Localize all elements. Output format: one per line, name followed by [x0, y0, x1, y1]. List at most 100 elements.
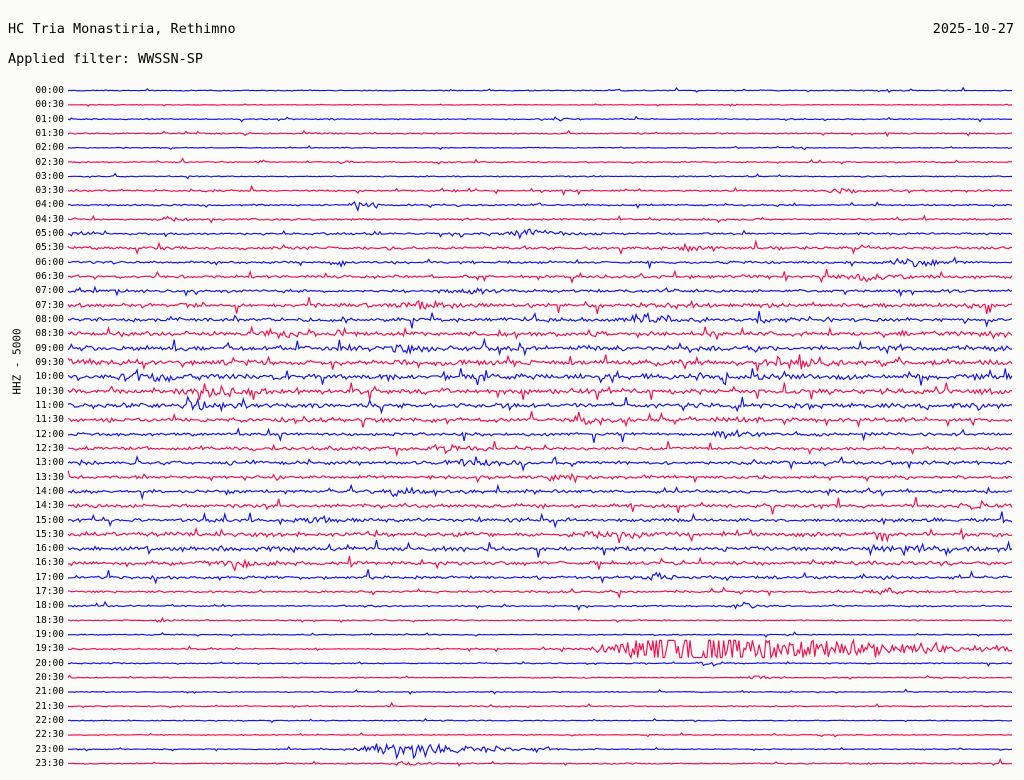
time-tick-label: 21:00 [35, 686, 64, 698]
time-tick-label: 20:30 [35, 672, 64, 684]
trace-row [67, 717, 1013, 724]
trace-line [67, 717, 1013, 724]
time-tick-label: 14:00 [35, 485, 64, 497]
trace-row [67, 688, 1013, 695]
trace-line [67, 256, 1013, 270]
trace-row [67, 600, 1013, 612]
trace-row [67, 742, 1013, 760]
trace-row [67, 129, 1013, 138]
time-tick-label: 03:00 [35, 170, 64, 182]
time-tick-label: 01:30 [35, 127, 64, 139]
trace-line [67, 586, 1013, 600]
trace-line [67, 325, 1013, 341]
trace-line [67, 540, 1013, 558]
trace-line [67, 661, 1013, 667]
time-tick-label: 11:30 [35, 414, 64, 426]
trace-line [67, 688, 1013, 695]
trace-line [67, 511, 1013, 529]
time-tick-label: 13:00 [35, 457, 64, 469]
time-tick-label: 08:30 [35, 328, 64, 340]
page-title: HC Tria Monastiria, Rethimno [8, 21, 236, 37]
trace-line [67, 395, 1013, 415]
trace-row [67, 470, 1013, 484]
trace-line [67, 103, 1012, 107]
record-date: 2025-10-27 [932, 21, 1014, 37]
trace-line [67, 269, 1013, 284]
time-tick-label: 04:30 [35, 213, 64, 225]
time-tick-label: 10:30 [35, 385, 64, 397]
trace-row [67, 497, 1013, 515]
time-tick-label: 05:30 [35, 242, 64, 254]
time-axis: 00:00 00:30 01:00 01:30 02:00 02:30 03:00 03:30… [0, 80, 66, 780]
time-tick-label: 16:00 [35, 543, 64, 555]
trace-line [67, 631, 1013, 638]
trace-row [67, 325, 1013, 341]
trace-row [67, 285, 1013, 298]
trace-line [67, 600, 1013, 612]
trace-line [67, 411, 1013, 429]
time-tick-label: 09:30 [35, 356, 64, 368]
trace-line [67, 382, 1013, 400]
trace-row [67, 555, 1013, 572]
trace-line [67, 368, 1013, 386]
trace-line [67, 497, 1013, 515]
time-tick-label: 03:30 [35, 185, 64, 197]
trace-row [67, 382, 1013, 400]
time-tick-label: 12:00 [35, 428, 64, 440]
trace-row [67, 214, 1013, 224]
trace-row [67, 483, 1013, 501]
time-tick-label: 12:30 [35, 442, 64, 454]
time-tick-label: 19:00 [35, 629, 64, 641]
trace-row [67, 540, 1013, 558]
time-tick-label: 13:30 [35, 471, 64, 483]
time-tick-label: 06:00 [35, 256, 64, 268]
time-tick-label: 16:30 [35, 557, 64, 569]
trace-row [67, 616, 1013, 624]
trace-line [67, 201, 1013, 212]
time-tick-label: 08:00 [35, 314, 64, 326]
trace-line [67, 172, 1013, 180]
time-tick-label: 17:00 [35, 571, 64, 583]
trace-line [67, 555, 1013, 572]
trace-line [67, 86, 1013, 93]
trace-row [67, 269, 1013, 284]
trace-line [67, 157, 1013, 165]
trace-line [67, 616, 1013, 624]
trace-line [67, 701, 1013, 709]
trace-line [67, 441, 1013, 458]
trace-row [67, 586, 1013, 600]
time-tick-label: 05:00 [35, 228, 64, 240]
trace-line [67, 427, 1013, 443]
trace-row [67, 201, 1013, 212]
trace-row [67, 354, 1013, 372]
trace-line [67, 674, 1013, 680]
trace-line [67, 115, 1013, 123]
time-tick-label: 00:00 [35, 84, 64, 96]
trace-row [67, 526, 1013, 544]
trace-line [67, 732, 1013, 738]
trace-row [67, 228, 1013, 240]
trace-row [67, 638, 1013, 660]
trace-line [67, 145, 1013, 151]
time-tick-label: 15:30 [35, 528, 64, 540]
time-tick-label: 17:30 [35, 586, 64, 598]
trace-line [67, 285, 1013, 298]
trace-line [67, 470, 1013, 484]
time-tick-label: 11:00 [35, 399, 64, 411]
time-tick-label: 22:30 [35, 729, 64, 741]
trace-line [67, 526, 1013, 544]
trace-row [67, 239, 1013, 256]
time-tick-label: 20:00 [35, 657, 64, 669]
trace-line [67, 214, 1013, 224]
trace-line [67, 337, 1013, 357]
time-tick-label: 21:30 [35, 700, 64, 712]
trace-row [67, 310, 1013, 329]
time-tick-label: 18:00 [35, 600, 64, 612]
trace-row [67, 701, 1013, 709]
time-tick-label: 22:00 [35, 714, 64, 726]
trace-line [67, 638, 1013, 660]
time-tick-label: 07:30 [35, 299, 64, 311]
time-tick-label: 09:00 [35, 342, 64, 354]
trace-row [67, 115, 1013, 123]
trace-row [67, 297, 1013, 315]
